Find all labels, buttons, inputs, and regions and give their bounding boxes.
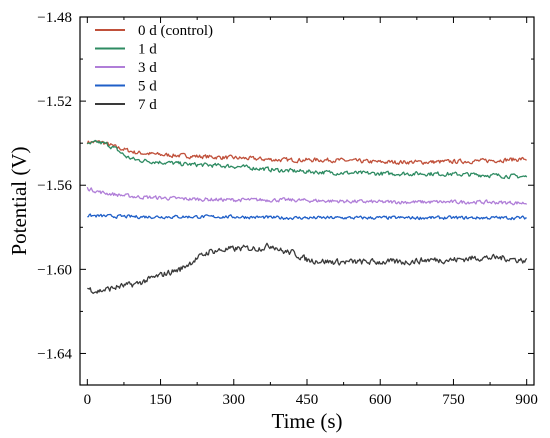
legend-label: 1 d — [138, 42, 157, 58]
legend: 0 d (control) 1 d 3 d 5 d 7 d — [95, 23, 213, 113]
x-tick-label: 750 — [442, 392, 465, 408]
x-tick-label: 900 — [515, 392, 538, 408]
y-tick-label: −1.64 — [37, 346, 72, 362]
x-tick-label: 300 — [223, 392, 246, 408]
series-line-2 — [86, 186, 528, 206]
series-line-0 — [86, 139, 527, 165]
y-tick-label: −1.56 — [37, 178, 72, 194]
y-axis-ticks: −1.48 −1.52 −1.56 −1.60 −1.64 — [37, 10, 534, 362]
y-tick-label: −1.52 — [37, 94, 72, 110]
legend-label: 0 d (control) — [138, 23, 213, 39]
series-line-1 — [86, 139, 528, 180]
series-layer — [86, 139, 528, 295]
x-tick-label: 0 — [84, 392, 92, 408]
x-tick-label: 150 — [149, 392, 172, 408]
legend-label: 5 d — [138, 79, 157, 95]
series-line-3 — [87, 213, 527, 221]
y-tick-label: −1.48 — [37, 10, 72, 26]
legend-label: 7 d — [138, 97, 157, 113]
x-tick-label: 600 — [369, 392, 392, 408]
x-axis-ticks: 0 150 300 450 600 750 900 — [84, 17, 538, 408]
y-axis-title: Potential (V) — [7, 146, 31, 255]
x-tick-label: 450 — [296, 392, 319, 408]
x-axis-title: Time (s) — [272, 409, 343, 433]
legend-label: 3 d — [138, 60, 157, 76]
y-tick-label: −1.60 — [37, 262, 72, 278]
series-line-4 — [87, 242, 528, 295]
